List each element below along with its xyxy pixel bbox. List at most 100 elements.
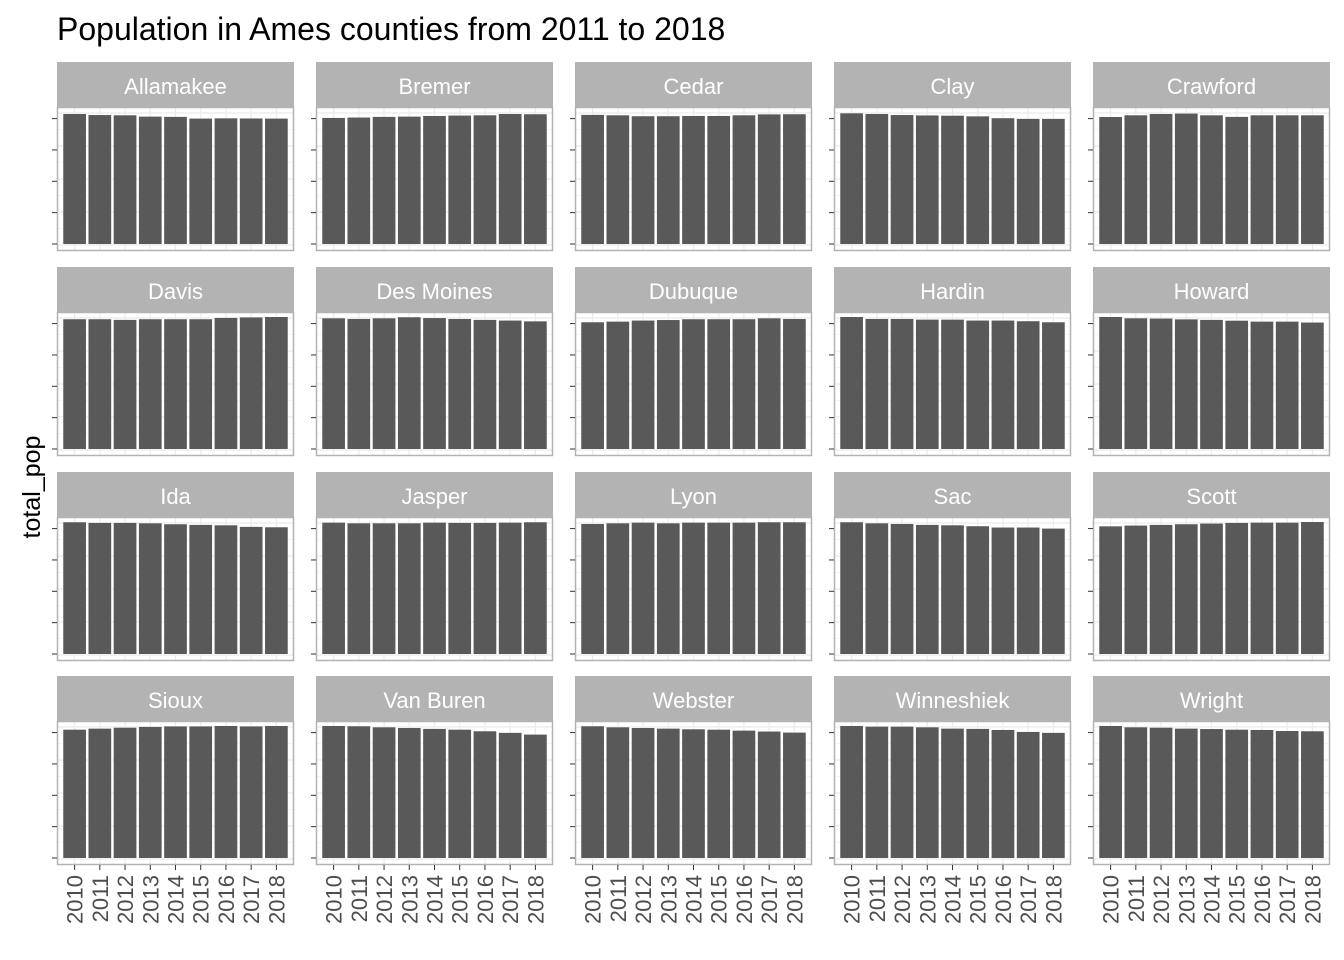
bar <box>524 522 547 654</box>
bar <box>1275 321 1299 449</box>
bar <box>524 114 547 245</box>
bar <box>631 116 655 244</box>
facet-strip <box>316 267 553 312</box>
panel-border <box>1092 311 1331 457</box>
facet-panel: Des Moines <box>311 267 554 457</box>
y-axis-ticks <box>311 323 316 450</box>
bar <box>1225 116 1249 244</box>
bar <box>88 115 112 244</box>
bar <box>890 726 914 858</box>
x-tick-label: 2011 <box>88 875 113 922</box>
bar <box>732 522 756 654</box>
x-tick-label: 2018 <box>264 875 289 924</box>
bar <box>63 729 86 858</box>
bar <box>581 114 604 245</box>
facet-strip-label: Ida <box>160 484 191 509</box>
bar <box>524 321 547 449</box>
y-axis-ticks <box>311 118 316 245</box>
bar <box>707 115 731 245</box>
bar <box>397 727 421 858</box>
x-tick-label: 2016 <box>991 875 1016 924</box>
bar <box>347 318 371 449</box>
bar <box>783 732 806 858</box>
bar <box>498 320 522 449</box>
x-tick-label: 2015 <box>1225 875 1250 924</box>
facet-strip-label: Des Moines <box>376 279 492 304</box>
panel-border <box>574 106 813 252</box>
bar <box>1225 729 1249 858</box>
x-tick-label: 2010 <box>1099 875 1124 924</box>
x-tick-label: 2017 <box>1016 875 1041 924</box>
facet-strip-label: Crawford <box>1167 74 1256 99</box>
bar <box>1016 321 1040 449</box>
bar <box>966 116 990 244</box>
facet-panel: Webster <box>570 676 813 866</box>
bar <box>1225 320 1249 449</box>
facet-panel: Crawford <box>1088 62 1331 252</box>
bar <box>347 523 371 654</box>
bar <box>991 527 1015 654</box>
bar <box>265 726 288 858</box>
y-axis-title: total_pop <box>18 436 46 539</box>
facet-strip <box>1093 676 1330 721</box>
panel-border <box>315 106 554 252</box>
facet-strip-label: Davis <box>148 279 203 304</box>
panel-border <box>1092 516 1331 662</box>
bar <box>1250 321 1274 449</box>
bar <box>606 523 630 654</box>
x-tick-label: 2015 <box>707 875 732 924</box>
bar <box>63 319 86 449</box>
panel-border <box>315 311 554 457</box>
bar <box>890 318 914 449</box>
y-axis-ticks <box>1088 323 1093 450</box>
bar <box>966 320 990 449</box>
facet-strip <box>316 676 553 721</box>
bar <box>606 321 630 449</box>
bar <box>757 318 781 449</box>
x-tick-label: 2016 <box>473 875 498 924</box>
bar <box>239 726 263 858</box>
y-axis-ticks <box>570 118 575 245</box>
y-axis-ticks <box>829 732 834 859</box>
bar <box>498 522 522 654</box>
bar <box>473 115 497 244</box>
x-tick-label: 2010 <box>840 875 865 924</box>
facet-strip-label: Sioux <box>148 688 203 713</box>
facet-strip-label: Cedar <box>664 74 724 99</box>
bar <box>890 523 914 654</box>
bar <box>322 318 345 449</box>
panel-border <box>833 106 1072 252</box>
bar <box>372 116 396 244</box>
bar <box>1149 524 1173 654</box>
bar <box>214 726 238 858</box>
x-tick-label: 2018 <box>1300 875 1325 924</box>
facet-strip <box>57 62 294 107</box>
bar <box>498 113 522 244</box>
x-tick-label: 2011 <box>1124 875 1149 922</box>
bar <box>113 115 137 244</box>
panel-border <box>574 516 813 662</box>
facet-strip <box>57 267 294 312</box>
y-axis-ticks <box>1088 528 1093 655</box>
bar <box>1275 731 1299 858</box>
facet-strip <box>575 62 812 107</box>
facet-strip <box>1093 472 1330 517</box>
bar <box>915 727 939 858</box>
bar <box>581 726 604 858</box>
bar <box>682 115 705 245</box>
x-tick-label: 2015 <box>966 875 991 924</box>
panel-border <box>833 720 1072 866</box>
bar <box>113 319 137 449</box>
x-tick-label: 2011 <box>606 875 631 922</box>
bar <box>63 522 86 654</box>
bar <box>265 527 288 654</box>
x-tick-label: 2017 <box>757 875 782 924</box>
bar <box>682 319 705 449</box>
bar <box>1301 522 1324 654</box>
bar <box>1016 118 1040 244</box>
y-axis-ticks <box>829 118 834 245</box>
panel-border <box>315 720 554 866</box>
bar <box>138 319 162 449</box>
bar <box>1174 113 1198 244</box>
x-axis-tick-labels: 2010 2011 2012 2013 2014 2015 2016 2017 2018 2010… <box>63 865 1325 924</box>
